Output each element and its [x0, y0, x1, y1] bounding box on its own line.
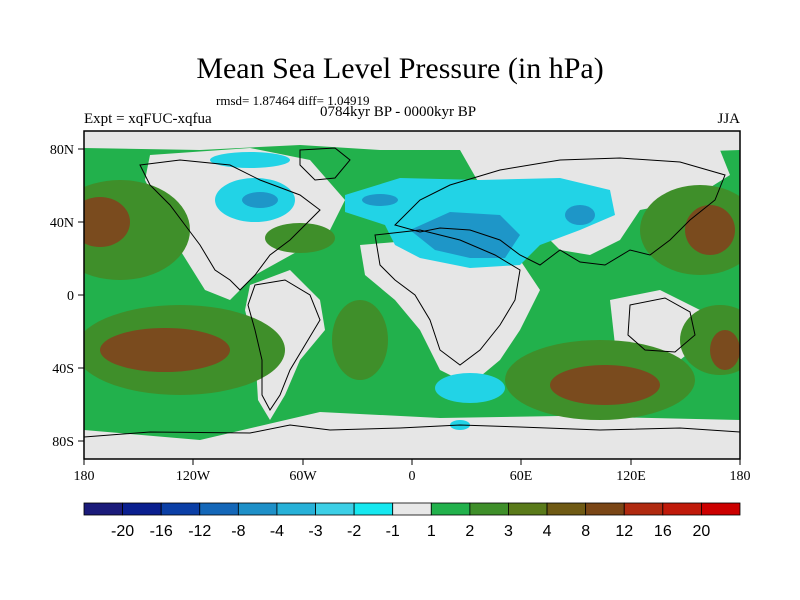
- coast-australia: [627, 297, 696, 353]
- colorbar-swatch: [623, 502, 664, 516]
- coast-antarctica: [84, 424, 740, 438]
- neutral-southern-ocean: [84, 412, 740, 459]
- stats-text: rmsd= 1.87464 diff= 1.04919: [216, 93, 370, 108]
- colorbar-swatch: [508, 502, 548, 516]
- colorbar-label: -3: [308, 523, 322, 540]
- colorbar-swatch: [392, 502, 432, 516]
- colorbar-label: -12: [188, 523, 211, 540]
- colorbar-swatch: [469, 502, 509, 516]
- period-label: 0784kyr BP - 0000kyr BP: [320, 104, 477, 120]
- brown-high-nw-pacific: [685, 205, 735, 255]
- colorbar-swatch: [662, 502, 702, 516]
- coast-north-america: [139, 159, 321, 291]
- cyan-low-south-atlantic: [435, 373, 505, 403]
- colorbar-label: 8: [581, 523, 590, 540]
- coast-eurasia: [394, 157, 726, 266]
- y-tick-label: 80N: [50, 143, 74, 158]
- neutral-arctic: [84, 131, 740, 155]
- coast-south-america: [247, 279, 321, 411]
- colorbar-label: -8: [231, 523, 245, 540]
- map-title: Mean Sea Level Pressure (in hPa): [196, 52, 604, 85]
- map-field: [84, 131, 740, 459]
- x-tick-label: 120W: [176, 469, 211, 484]
- colorbar-swatch: [546, 502, 587, 516]
- x-tick-label: 0: [409, 469, 416, 484]
- neutral-south-america: [245, 270, 325, 420]
- colorbar-label: 3: [504, 523, 513, 540]
- colorbar-label: -16: [150, 523, 173, 540]
- colorbar-swatch: [199, 502, 239, 516]
- colorbar-swatch: [353, 502, 394, 516]
- blue-low-eurasia: [410, 212, 520, 258]
- colorbar-swatch: [160, 502, 201, 516]
- colorbar-label: 20: [693, 523, 711, 540]
- colorbar-label: -1: [386, 523, 400, 540]
- coastlines: [84, 147, 740, 438]
- y-axis-labels: 80N 40N 0 40S 80S: [50, 143, 74, 450]
- colorbar-swatch: [83, 502, 123, 516]
- colorbar-swatch: [315, 502, 355, 516]
- tick-marks: [78, 148, 741, 465]
- neutral-north-america: [145, 148, 345, 300]
- colorbar: -20 -16 -12 -8 -4 -3 -2 -1 1 2 3 4 8 12 16 20: [83, 502, 741, 540]
- blue-low-europe: [362, 194, 398, 206]
- colorbar-swatch: [276, 502, 316, 516]
- dark-green-north-atlantic: [265, 223, 335, 253]
- x-tick-label: 180: [730, 469, 751, 484]
- blue-low-north-america: [242, 192, 278, 208]
- colorbar-swatch: [237, 502, 278, 516]
- blue-low-central-asia: [565, 205, 595, 225]
- x-tick-label: 60W: [289, 469, 317, 484]
- x-tick-label: 180: [74, 469, 95, 484]
- colorbar-label: -4: [270, 523, 284, 540]
- brown-high-north-pacific: [84, 197, 130, 247]
- coast-africa: [374, 229, 521, 366]
- brown-high-south-indian: [550, 365, 660, 405]
- x-tick-label: 120E: [616, 469, 646, 484]
- x-tick-label: 60E: [510, 469, 533, 484]
- colorbar-swatch: [430, 502, 471, 516]
- colorbar-label: 4: [543, 523, 552, 540]
- colorbar-label: -20: [111, 523, 134, 540]
- colorbar-swatch: [701, 502, 741, 516]
- colorbar-label: 1: [427, 523, 436, 540]
- cyan-low-arctic: [210, 152, 290, 168]
- y-tick-label: 80S: [52, 435, 74, 450]
- dark-green-south-atlantic: [332, 300, 388, 380]
- neutral-africa: [360, 240, 540, 385]
- colorbar-swatch: [585, 502, 625, 516]
- colorbar-swatch: [122, 502, 162, 516]
- y-tick-label: 40S: [52, 362, 74, 377]
- coast-greenland: [299, 147, 351, 181]
- season-label: JJA: [717, 111, 740, 127]
- brown-high-sw-pacific: [710, 330, 740, 370]
- x-axis-labels: 180 120W 60W 0 60E 120E 180: [74, 469, 751, 484]
- y-tick-label: 40N: [50, 216, 74, 231]
- experiment-label: Expt = xqFUC-xqfua: [84, 111, 212, 127]
- colorbar-label: 12: [615, 523, 633, 540]
- colorbar-label: 2: [465, 523, 474, 540]
- colorbar-label: -2: [347, 523, 361, 540]
- brown-high-south-pacific: [100, 328, 230, 372]
- y-tick-label: 0: [67, 289, 74, 304]
- colorbar-label: 16: [654, 523, 672, 540]
